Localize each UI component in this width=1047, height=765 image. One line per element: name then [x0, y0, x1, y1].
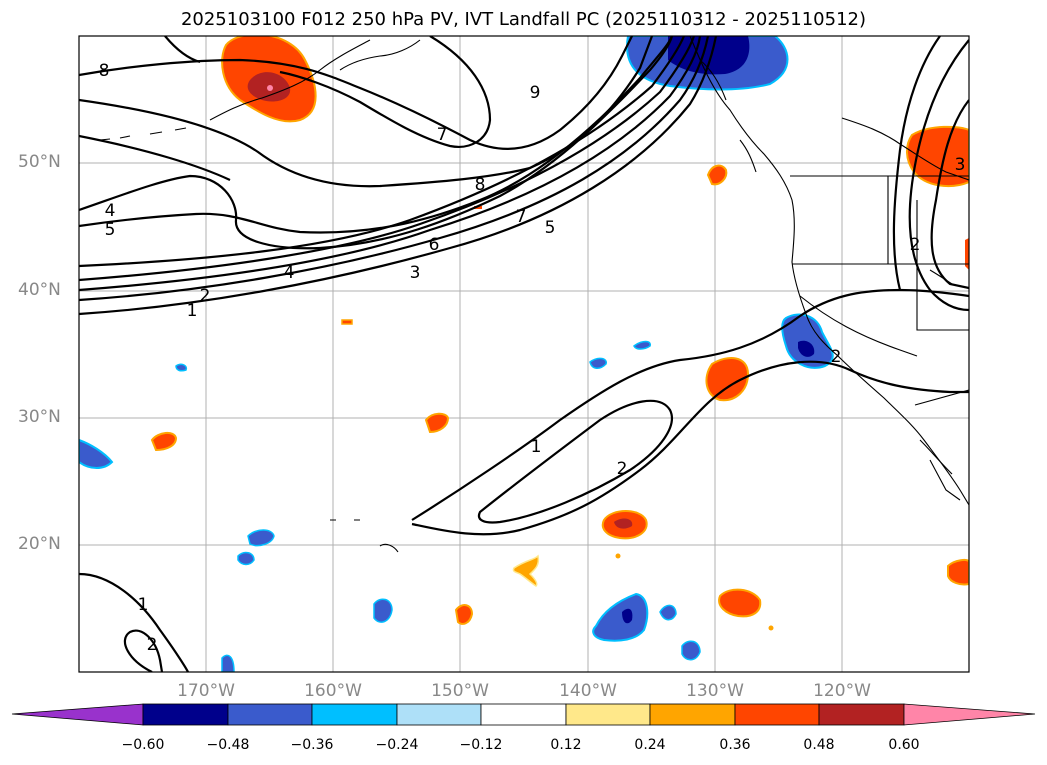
plot-frame: [78, 35, 970, 673]
colorbar-bin: [227, 703, 313, 726]
colorbar-bin: [649, 703, 736, 726]
lon-label-160w: 160°W: [304, 681, 362, 701]
lon-label-140w: 140°W: [559, 681, 617, 701]
contour-label-6: 6: [429, 235, 440, 255]
lat-label-30n: 30°N: [18, 407, 61, 427]
lat-label-40n: 40°N: [18, 280, 61, 300]
colorbar-tick-label: 0.24: [634, 737, 666, 753]
positive-anomaly-baja: [705, 357, 750, 402]
contour-label-2-sw: 2: [147, 635, 158, 655]
colorbar-bin: [565, 703, 651, 726]
contour-label-4: 4: [284, 263, 295, 283]
contour-label-5b: 5: [545, 218, 556, 238]
contour-label-1: 1: [187, 301, 198, 321]
lat-label-50n: 50°N: [18, 152, 61, 172]
colorbar-bin: [311, 703, 398, 726]
contour-label-4b: 4: [105, 201, 116, 221]
lat-label-20n: 20°N: [18, 534, 61, 554]
lon-label-170w: 170°W: [177, 681, 235, 701]
colorbar-tick-label: 0.12: [550, 737, 582, 753]
contour-label-8: 8: [475, 175, 486, 195]
colorbar-bin: [396, 703, 482, 726]
colorbar-tick-label: −0.24: [375, 737, 419, 753]
contour-label-2-ca: 2: [831, 347, 842, 367]
colorbar-tick-label: −0.60: [121, 737, 165, 753]
contour-label-5: 5: [105, 220, 116, 240]
lon-label-120w: 120°W: [813, 681, 871, 701]
colorbar-bin: [734, 703, 820, 726]
contour-label-7: 7: [516, 207, 527, 227]
colorbar-tick-label: −0.12: [459, 737, 503, 753]
colorbar-bin: [480, 703, 567, 726]
lon-label-130w: 130°W: [686, 681, 744, 701]
contour-label-2: 2: [200, 286, 211, 306]
coastlines: [99, 36, 969, 553]
negative-anomaly-california: [781, 313, 834, 369]
colorbar-tick-label: −0.36: [290, 737, 334, 753]
colorbar-bin: [142, 703, 229, 726]
lon-label-150w: 150°W: [431, 681, 489, 701]
colorbar-tick-label: 0.60: [888, 737, 920, 753]
pv-contours: [79, 36, 969, 672]
contour-label-2-ne: 2: [910, 235, 921, 255]
colorbar-tick-label: 0.36: [719, 737, 751, 753]
colorbar: [11, 703, 1036, 726]
colorbar-bin: [818, 703, 905, 726]
negative-anomaly-gulf-alaska-core: [668, 36, 750, 75]
colorbar-extend-low: [11, 703, 144, 726]
pv-contour-labels: 1 2 3 4 4 5 5 6 7 7 8 8 9 1 2 1 2 2 3 2: [99, 61, 966, 655]
contour-label-1-sub: 1: [531, 437, 542, 457]
negative-anomaly-hawaii-south: [592, 592, 649, 642]
contour-label-1-sw: 1: [138, 595, 149, 615]
pc-shading: [79, 36, 969, 672]
colorbar-tick-label: 0.48: [803, 737, 835, 753]
map-title: 2025103100 F012 250 hPa PV, IVT Landfall…: [180, 9, 867, 30]
contour-label-3: 3: [410, 263, 421, 283]
colorbar-extend-high: [903, 703, 1036, 726]
contour-label-3-ne: 3: [955, 155, 966, 175]
contour-label-2-sub: 2: [617, 459, 628, 479]
positive-anomaly-northeast: [906, 125, 969, 188]
contour-label-8b: 8: [99, 61, 110, 81]
colorbar-tick-label: −0.48: [206, 737, 250, 753]
contour-label-9: 9: [530, 83, 541, 103]
contour-label-7b: 7: [437, 125, 448, 145]
